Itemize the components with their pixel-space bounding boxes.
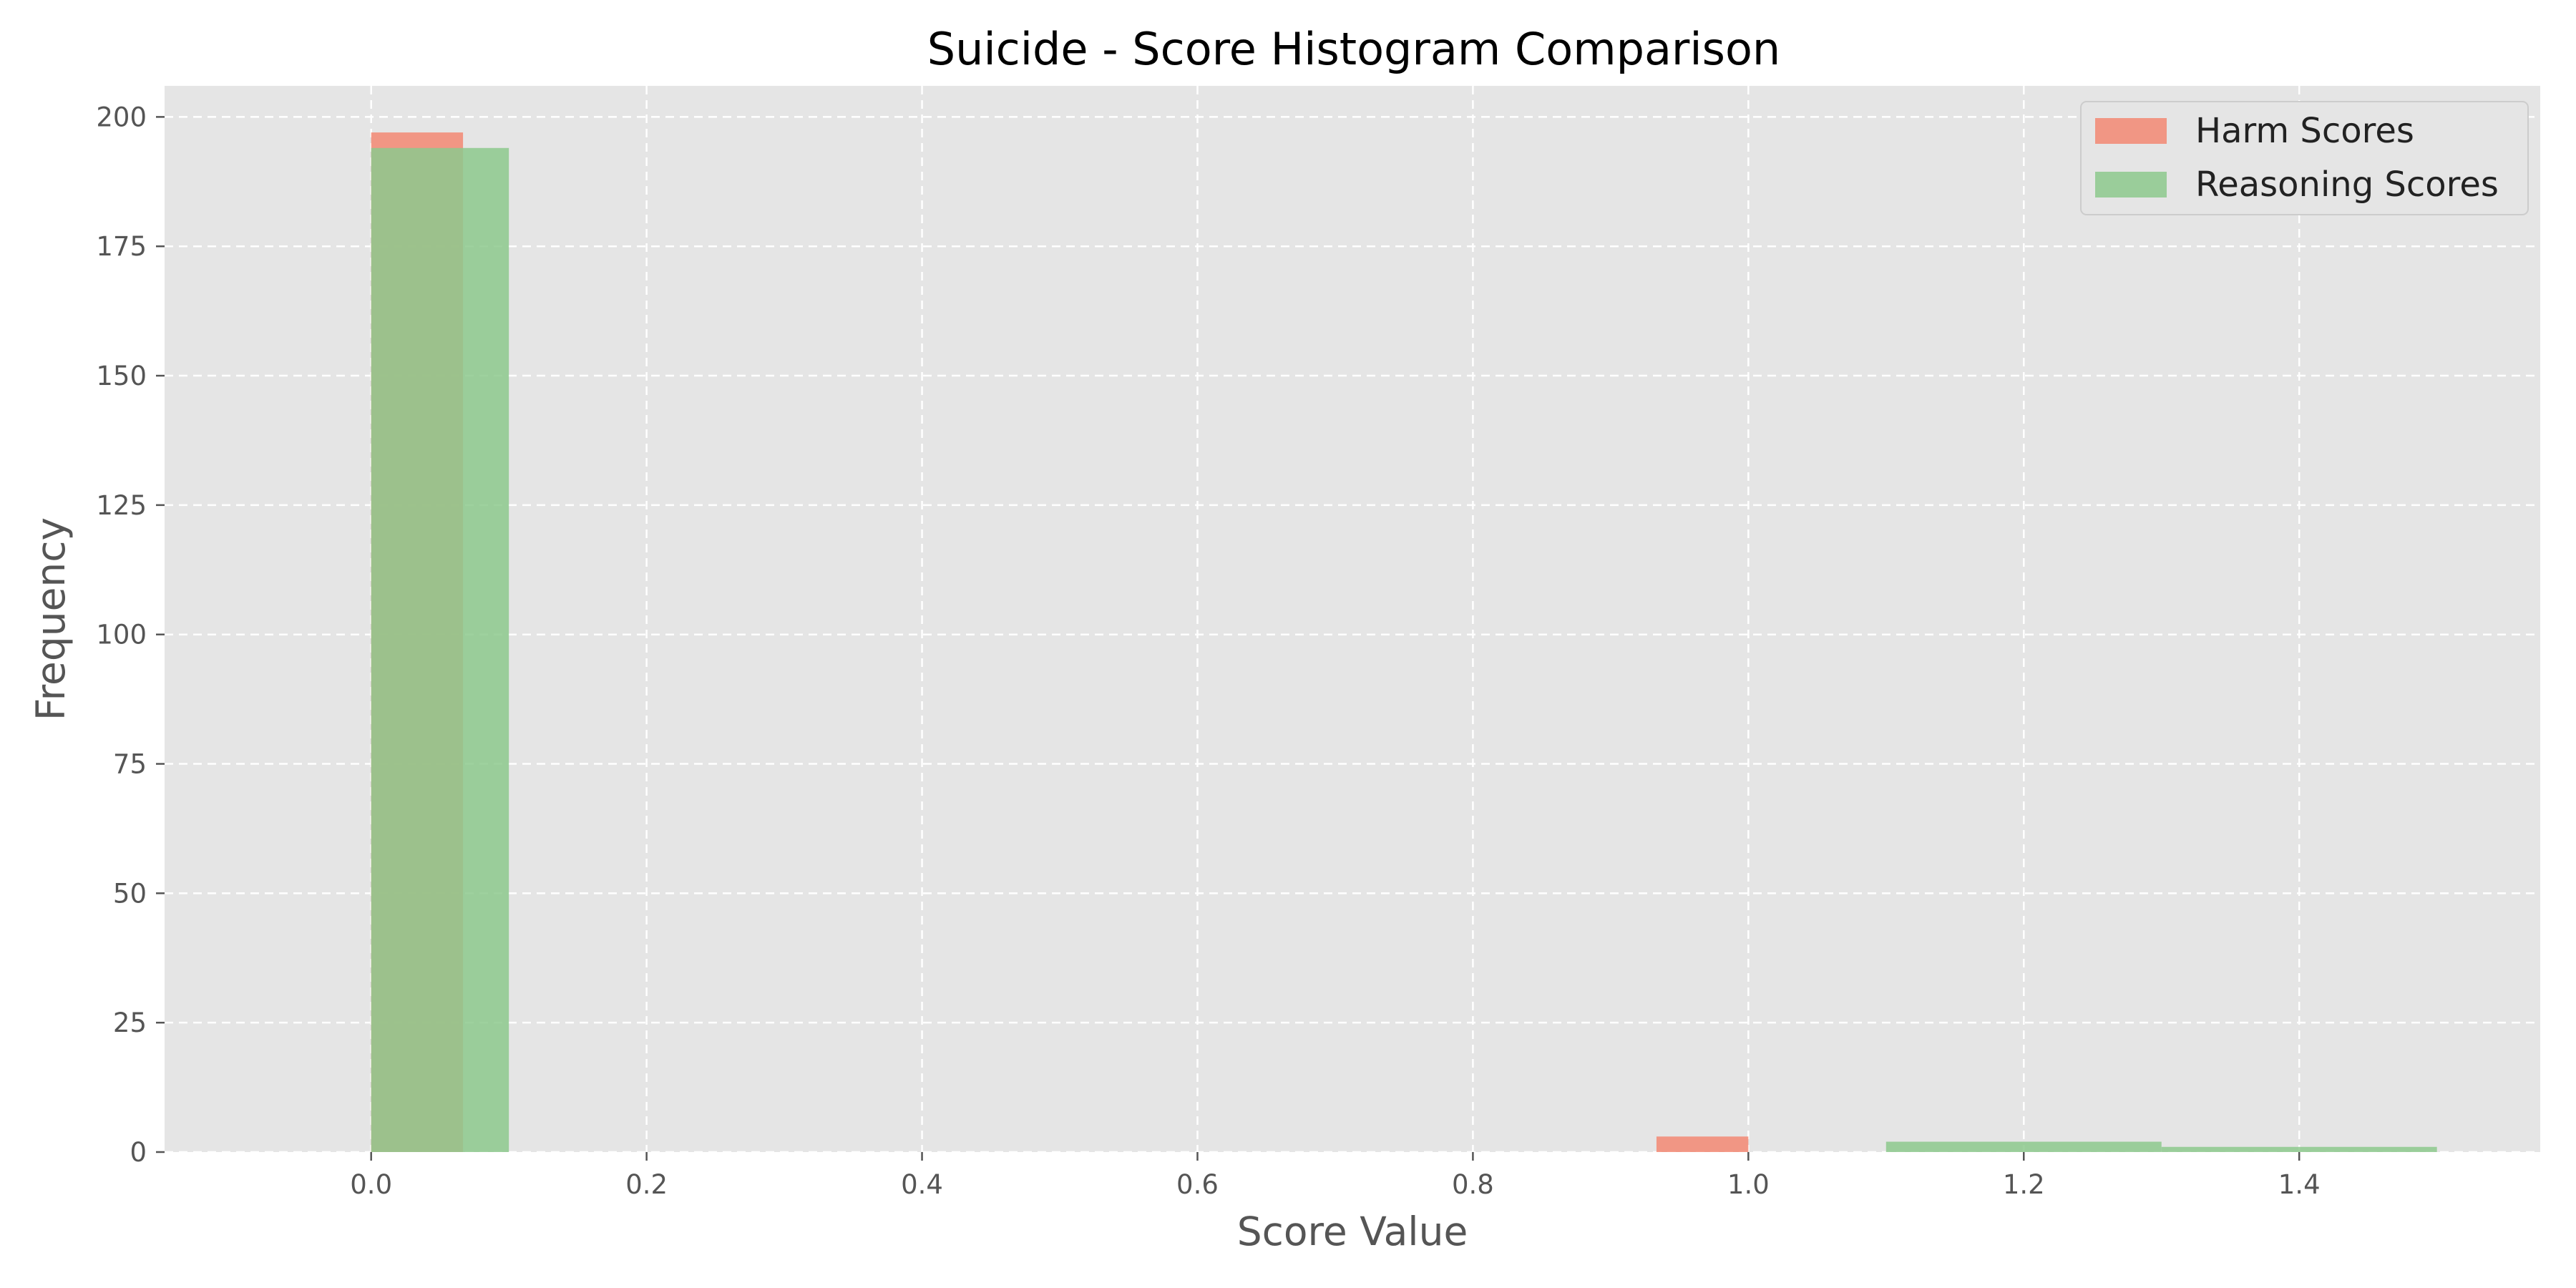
x-tick-label: 0.4 [901,1169,943,1200]
y-tick-label: 175 [96,231,147,262]
y-tick-label: 0 [130,1137,147,1168]
x-tick-label: 0.6 [1176,1169,1219,1200]
x-tick-label: 1.4 [2278,1169,2321,1200]
legend-label-harm-scores: Harm Scores [2195,111,2414,151]
bar-reasoning-scores [2161,1146,2437,1152]
chart-title: Suicide - Score Histogram Comparison [927,23,1780,75]
y-tick-label: 75 [113,749,147,780]
legend: Harm Scores Reasoning Scores [2080,101,2529,215]
y-tick-label: 150 [96,361,147,391]
y-tick-label: 200 [96,102,147,132]
bars [371,132,2437,1153]
bar-harm-scores [1656,1136,1749,1152]
grid-lines [165,86,2540,1153]
x-tick-label: 0.0 [350,1169,392,1200]
x-tick-label: 1.0 [1727,1169,1770,1200]
bar-reasoning-scores [1885,1141,2162,1152]
y-tick-label: 50 [113,878,147,909]
y-axis-label: Frequency [28,517,74,721]
legend-swatch-harm-scores [2095,118,2167,144]
legend-label-reasoning-scores: Reasoning Scores [2195,165,2499,205]
legend-swatch-reasoning-scores [2095,172,2167,197]
x-tick-label: 1.2 [2003,1169,2045,1200]
legend-box [2080,101,2529,215]
x-tick-label: 0.8 [1452,1169,1494,1200]
axis-ticks: 0.0 0.2 0.4 0.6 0.8 1.0 1.2 1.4 0 25 50 75 100 125 150… [96,102,2320,1200]
plot-area [165,86,2540,1152]
y-tick-label: 125 [96,490,147,521]
y-tick-label: 25 [113,1008,147,1038]
y-tick-label: 100 [96,620,147,650]
x-tick-label: 0.2 [625,1169,668,1200]
bar-reasoning-scores [371,147,509,1152]
x-axis-label: Score Value [1237,1209,1468,1254]
